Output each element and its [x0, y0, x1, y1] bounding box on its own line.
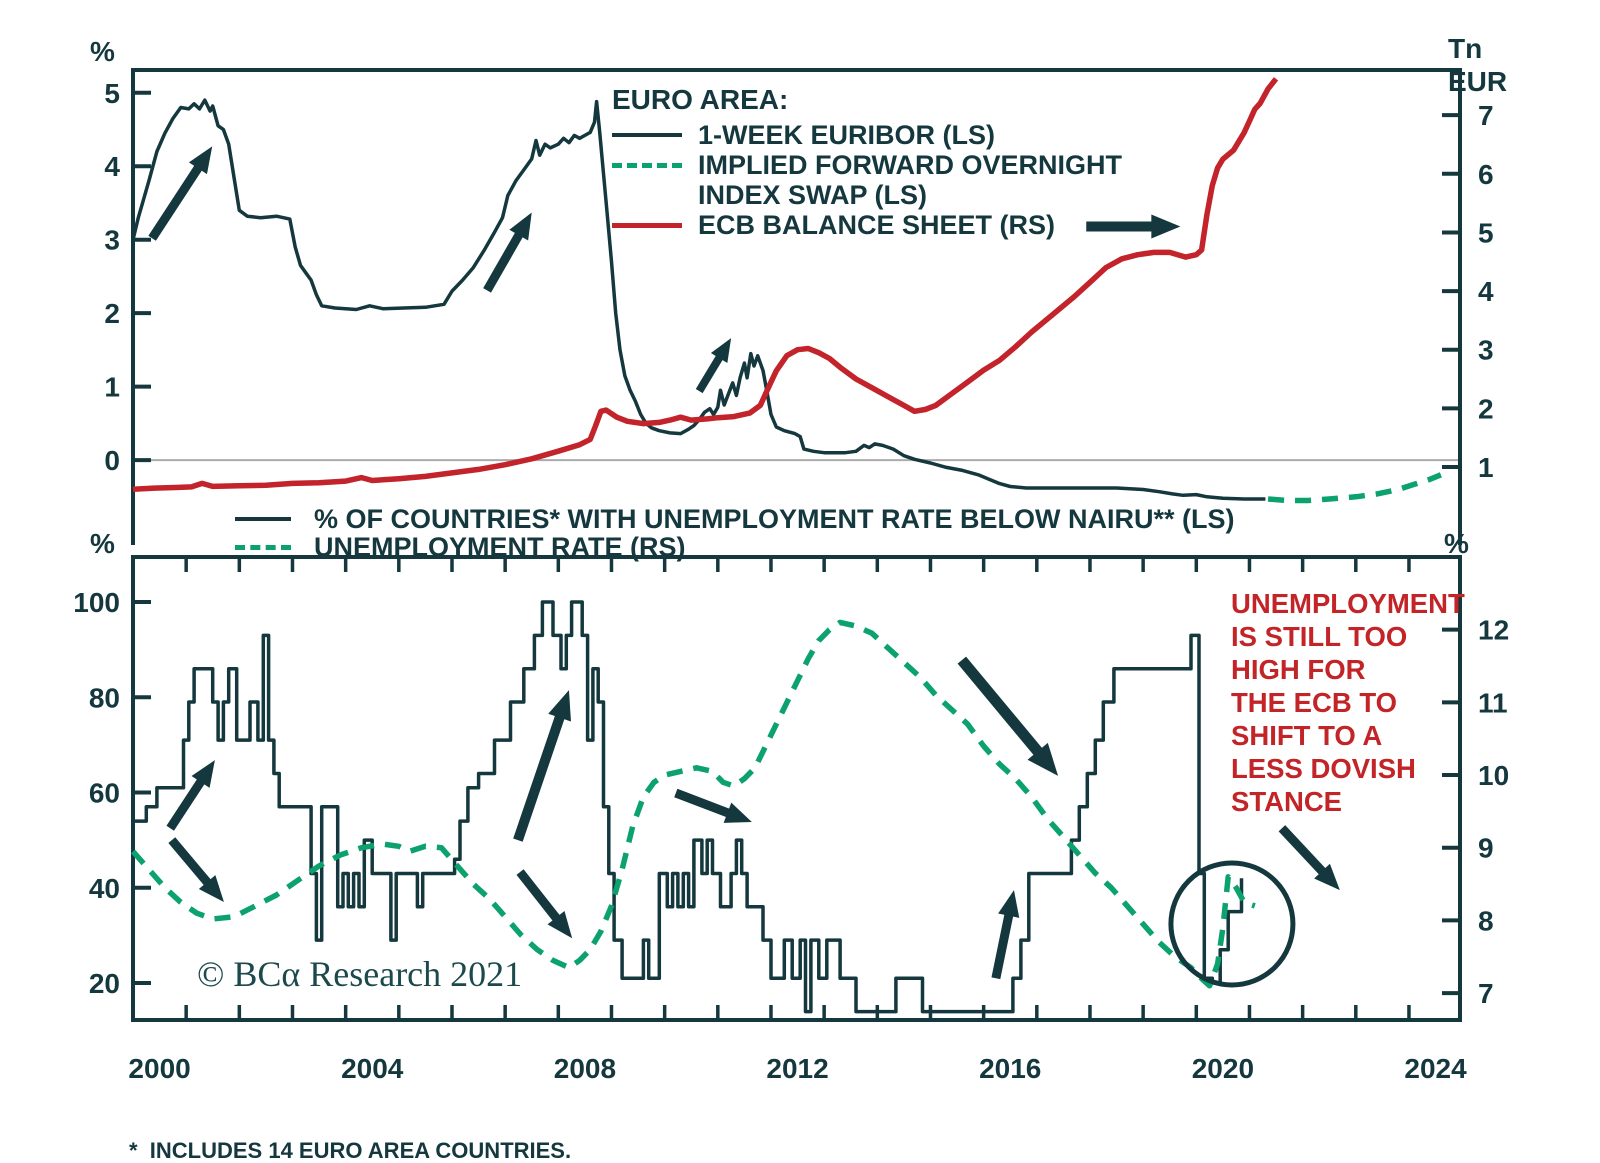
x-tick-label: 2020: [1192, 1053, 1254, 1084]
series-euribor-1w: [131, 98, 1266, 501]
y-tick-label: 7: [1478, 100, 1494, 131]
y-tick-label: 10: [1478, 760, 1509, 791]
legend-label-ois-line1: IMPLIED FORWARD OVERNIGHT: [698, 149, 1123, 180]
y-tick-label: 11: [1478, 687, 1508, 718]
trend-arrow-head: [998, 890, 1020, 918]
y-tick-label: 3: [1478, 335, 1494, 366]
trend-arrow-head: [1027, 742, 1059, 776]
legend-item-euribor: 1-WEEK EURIBOR (LS): [612, 120, 1122, 150]
trend-arrow: [148, 163, 204, 241]
ecb-balance-sheet-line-sample: [612, 222, 682, 228]
legend-item-ois: IMPLIED FORWARD OVERNIGHT: [612, 150, 1122, 180]
series-pct-countries-below-nairu: [133, 600, 1244, 1014]
legend-title: EURO AREA:: [612, 84, 789, 115]
trend-arrow-head: [1151, 214, 1181, 239]
x-tick-label: 2004: [341, 1053, 404, 1084]
annotation-unemployment-note: UNEMPLOYMENT IS STILL TOO HIGH FOR THE E…: [1231, 588, 1465, 817]
footnotes: * INCLUDES 14 EURO AREA COUNTRIES. ** NO…: [129, 1086, 986, 1163]
trend-arrow-head: [198, 875, 224, 903]
series-unemployment-rate: [130, 619, 1256, 989]
trend-arrow-head: [1314, 863, 1340, 891]
x-tick-label: 2008: [554, 1053, 616, 1084]
trend-arrow-head: [723, 802, 752, 823]
annotation-circle: [1168, 860, 1296, 988]
trend-arrow: [674, 788, 732, 819]
y-tick-label: 5: [1478, 217, 1494, 248]
y-tick-label: 20: [89, 968, 120, 999]
euribor-line-sample: [612, 133, 682, 137]
trend-arrow: [483, 230, 525, 293]
tick-marks: [131, 90, 1460, 1020]
series-implied-forward-ois: [1267, 472, 1442, 504]
legend-label-nairu: % OF COUNTRIES* WITH UNEMPLOYMENT RATE B…: [314, 503, 1235, 534]
bottom-panel-left-axis-unit: %: [90, 528, 115, 559]
axes: [131, 68, 1462, 1022]
y-tick-label: 6: [1478, 159, 1494, 190]
y-tick-label: 60: [89, 778, 120, 809]
trend-arrow-head: [188, 146, 213, 175]
y-tick-label: 8: [1478, 905, 1494, 936]
unemployment-rate-line-sample: [235, 544, 291, 550]
trend-arrow: [168, 837, 213, 888]
legend-label-unemployment-rate: UNEMPLOYMENT RATE (RS): [314, 531, 686, 562]
y-tick-label: 12: [1478, 615, 1509, 646]
y-tick-label: 100: [73, 587, 120, 618]
copyright-watermark: © BCα Research 2021: [197, 954, 523, 994]
legend-item-nairu: % OF COUNTRIES* WITH UNEMPLOYMENT RATE B…: [235, 503, 1235, 534]
legend-label-ecb-balance-sheet: ECB BALANCE SHEET (RS): [698, 209, 1056, 240]
x-tick-label: 2012: [766, 1053, 828, 1084]
y-tick-label: 3: [104, 225, 120, 256]
top-panel-legend: EURO AREA: 1-WEEK EURIBOR (LS) IMPLIED F…: [612, 84, 1122, 240]
y-tick-label: 2: [1478, 393, 1494, 424]
x-tick-label: 2016: [979, 1053, 1041, 1084]
trend-arrow: [957, 656, 1044, 758]
trend-arrow: [695, 353, 725, 394]
x-tick-label: 2024: [1404, 1053, 1467, 1084]
legend-item-ois-wrap: INDEX SWAP (LS): [612, 180, 1122, 210]
trend-arrow-head: [191, 760, 215, 788]
top-panel-left-axis-unit: %: [90, 36, 115, 67]
y-tick-label: 4: [104, 151, 120, 182]
bottom-panel-right-axis-unit: %: [1444, 528, 1469, 559]
x-tick-label: 2000: [128, 1053, 190, 1084]
y-tick-label: 2: [104, 298, 120, 329]
y-tick-label: 40: [89, 873, 120, 904]
y-tick-label: 4: [1478, 276, 1494, 307]
y-tick-label: 1: [104, 372, 120, 403]
legend-item-unemployment-rate: UNEMPLOYMENT RATE (RS): [235, 531, 1234, 562]
trend-arrow: [166, 776, 206, 831]
y-tick-label: 1: [1478, 452, 1494, 483]
y-tick-label: 5: [104, 78, 120, 109]
trend-arrow: [516, 869, 562, 923]
y-tick-label: 9: [1478, 833, 1494, 864]
footnote-1: * INCLUDES 14 EURO AREA COUNTRIES.: [129, 1138, 572, 1163]
trend-arrow-head: [509, 212, 532, 241]
trend-arrow: [991, 911, 1014, 980]
legend-label-euribor: 1-WEEK EURIBOR (LS): [698, 119, 995, 150]
legend-item-ecb-balance-sheet: ECB BALANCE SHEET (RS): [612, 210, 1122, 240]
top-panel-right-axis-unit: Tn EUR: [1448, 33, 1508, 97]
trend-arrow: [513, 713, 566, 842]
trend-arrow-head: [710, 338, 732, 363]
nairu-line-sample: [235, 517, 291, 521]
y-tick-label: 7: [1478, 978, 1494, 1009]
trend-arrow: [1278, 825, 1328, 877]
trend-arrow-head: [548, 690, 571, 722]
y-tick-label: 0: [104, 445, 120, 476]
trend-arrow-head: [547, 911, 573, 939]
bottom-panel-legend: % OF COUNTRIES* WITH UNEMPLOYMENT RATE B…: [235, 503, 1235, 562]
legend-label-ois-line2: INDEX SWAP (LS): [698, 179, 928, 210]
series-ecb-balance-sheet: [132, 77, 1279, 493]
ois-line-sample: [612, 162, 682, 168]
annotation-arrows: [148, 146, 1340, 980]
y-tick-label: 80: [89, 682, 120, 713]
